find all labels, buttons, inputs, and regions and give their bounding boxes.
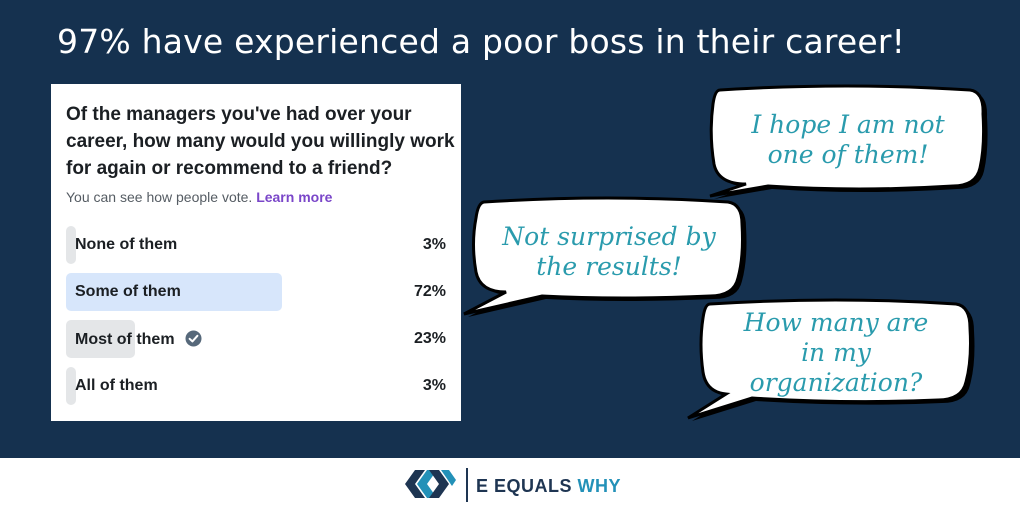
- bubble-text: How many are in my organization?: [698, 308, 974, 398]
- speech-bubble-hope: I hope I am not one of them!: [708, 84, 988, 199]
- poll-option-bar: [66, 367, 76, 405]
- poll-option-most[interactable]: Most of them 23%: [66, 320, 446, 358]
- brand-name-part2: WHY: [577, 476, 622, 496]
- speech-bubble-surprised: Not surprised by the results!: [463, 196, 748, 317]
- poll-option-label-wrap: Most of them: [75, 330, 202, 352]
- poll-option-bar: [66, 273, 282, 311]
- speech-bubble-how-many: How many are in my organization?: [687, 298, 975, 421]
- poll-question: Of the managers you've had over your car…: [66, 104, 455, 179]
- headline: 97% have experienced a poor boss in thei…: [57, 22, 906, 61]
- poll-option-label: None of them: [75, 236, 178, 253]
- bubble-line: one of them!: [767, 140, 929, 169]
- bubble-line: the results!: [536, 252, 682, 281]
- bubble-text: Not surprised by the results!: [470, 222, 748, 282]
- poll-option-all[interactable]: All of them 3%: [66, 367, 446, 405]
- poll-option-label: All of them: [75, 377, 158, 394]
- banner-background: 97% have experienced a poor boss in thei…: [0, 0, 1020, 458]
- poll-option-bar: [66, 226, 76, 264]
- poll-card: Of the managers you've had over your car…: [51, 84, 461, 421]
- brand-logo-icon: [403, 466, 458, 502]
- poll-visibility-text: You can see how people vote.: [66, 189, 253, 205]
- poll-option-percent: 72%: [413, 283, 446, 300]
- bubble-line: Not surprised by: [502, 222, 716, 251]
- bubble-line: in my: [801, 338, 871, 367]
- brand-divider: [466, 468, 468, 502]
- bubble-line: How many are: [743, 308, 929, 337]
- voted-check-icon: [185, 330, 202, 352]
- poll-option-percent: 3%: [422, 377, 446, 394]
- poll-option-label: Some of them: [75, 283, 181, 300]
- poll-option-percent: 23%: [413, 330, 446, 347]
- poll-option-bar: [66, 320, 135, 358]
- bubble-text: I hope I am not one of them!: [708, 110, 988, 170]
- brand-name: E EQUALS WHY: [476, 476, 621, 497]
- poll-option-none[interactable]: None of them 3%: [66, 226, 446, 264]
- learn-more-link[interactable]: Learn more: [256, 189, 333, 205]
- poll-option-label: Most of them: [75, 331, 175, 348]
- poll-option-some[interactable]: Some of them 72%: [66, 273, 446, 311]
- poll-option-percent: 3%: [422, 236, 446, 253]
- bubble-line: I hope I am not: [751, 110, 945, 139]
- brand-name-part1: E EQUALS: [476, 476, 573, 496]
- poll-visibility-note: You can see how people vote. Learn more: [66, 189, 332, 205]
- bubble-line: organization?: [749, 368, 923, 397]
